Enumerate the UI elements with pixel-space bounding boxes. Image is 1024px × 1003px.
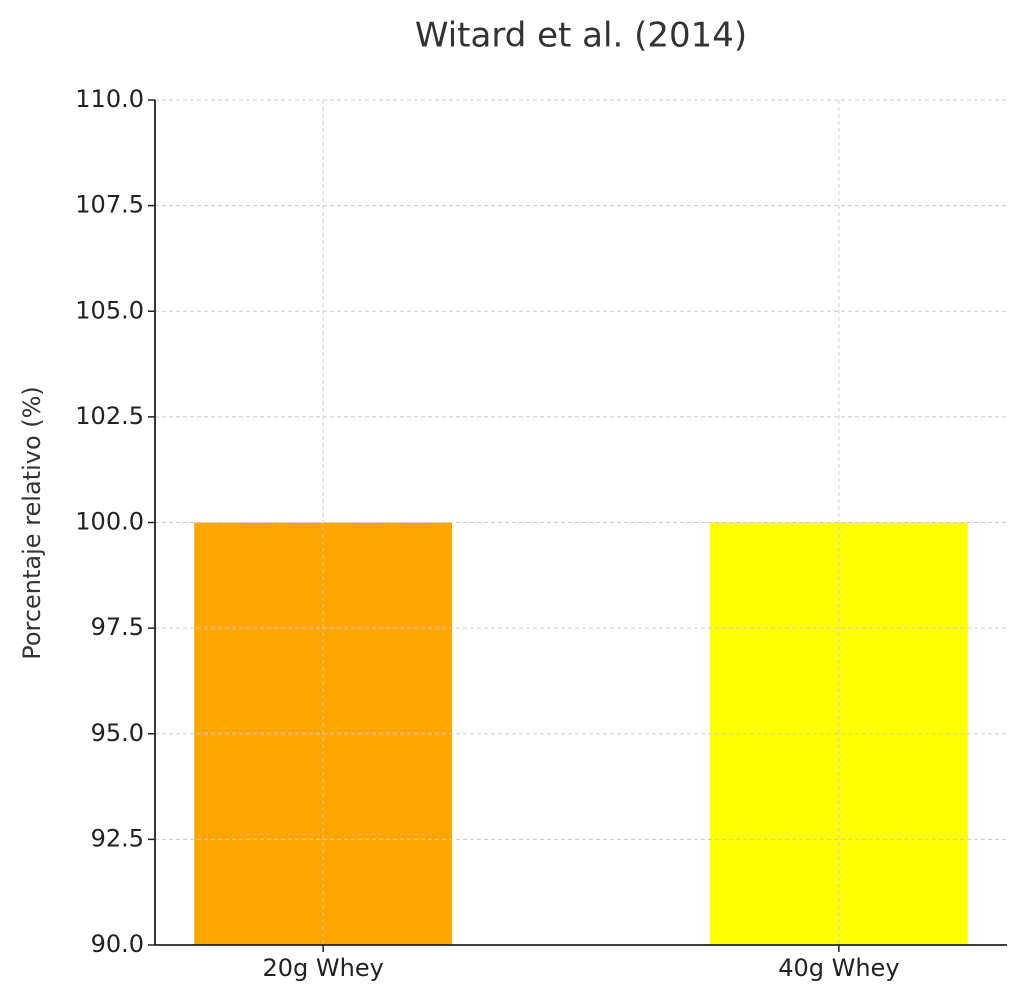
x-tick-label: 20g Whey: [262, 954, 383, 982]
y-tick-label: 100.0: [75, 508, 144, 536]
y-tick-label: 107.5: [75, 191, 144, 219]
chart-title: Witard et al. (2014): [415, 16, 747, 56]
y-tick-label: 92.5: [91, 824, 144, 852]
y-tick-label: 95.0: [91, 719, 144, 747]
y-tick-label: 90.0: [91, 930, 144, 958]
y-tick-label: 105.0: [75, 296, 144, 324]
y-tick-label: 102.5: [75, 402, 144, 430]
y-axis-label: Porcentaje relativo (%): [18, 386, 46, 660]
y-tick-label: 110.0: [75, 85, 144, 113]
x-tick-label: 40g Whey: [778, 954, 899, 982]
y-tick-label: 97.5: [91, 613, 144, 641]
